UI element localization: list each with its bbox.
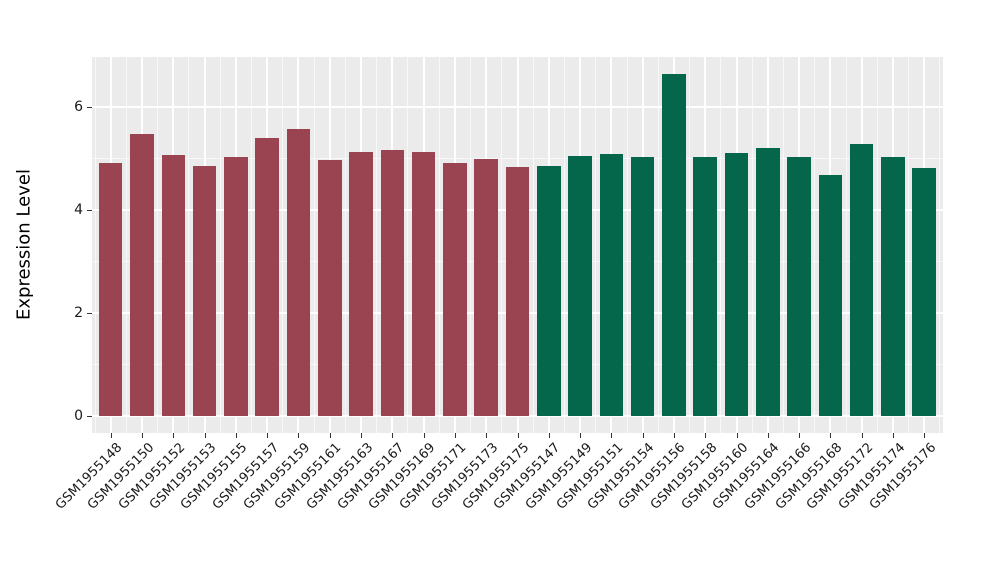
- x-axis-tick: [705, 433, 707, 438]
- minor-gridline-vertical: [876, 57, 878, 433]
- bar-GSM1955157: [255, 137, 279, 416]
- bar-GSM1955156: [662, 74, 686, 416]
- y-tick-label: 2: [74, 304, 83, 321]
- minor-gridline-vertical: [563, 57, 565, 433]
- bar-GSM1955164: [756, 147, 780, 416]
- minor-gridline-vertical: [908, 57, 910, 433]
- bar-GSM1955173: [474, 159, 498, 416]
- minor-gridline-vertical: [689, 57, 691, 433]
- x-axis-tick: [267, 433, 269, 438]
- x-axis-tick: [173, 433, 175, 438]
- minor-gridline-vertical: [157, 57, 159, 433]
- minor-gridline-vertical: [251, 57, 253, 433]
- bar-GSM1955176: [912, 168, 936, 416]
- y-axis-tick: [87, 106, 92, 108]
- minor-gridline-vertical: [814, 57, 816, 433]
- minor-gridline-vertical: [188, 57, 190, 433]
- x-axis-tick: [767, 433, 769, 438]
- bar-GSM1955155: [224, 156, 248, 416]
- minor-gridline-vertical: [782, 57, 784, 433]
- minor-gridline-vertical: [939, 57, 941, 433]
- y-tick-label: 0: [74, 407, 83, 424]
- x-axis-tick: [235, 433, 237, 438]
- x-axis-tick: [611, 433, 613, 438]
- x-axis-tick: [110, 433, 112, 438]
- minor-gridline-vertical: [125, 57, 127, 433]
- y-tick-label: 4: [74, 201, 83, 218]
- x-axis-tick: [517, 433, 519, 438]
- y-axis-title: Expression Level: [13, 169, 35, 321]
- bar-GSM1955159: [286, 129, 311, 416]
- minor-gridline-vertical: [438, 57, 440, 433]
- bar-GSM1955174: [881, 157, 905, 416]
- x-axis-tick: [580, 433, 582, 438]
- minor-gridline-vertical: [532, 57, 534, 433]
- x-axis-tick: [924, 433, 926, 438]
- x-axis-tick: [392, 433, 394, 438]
- minor-gridline-vertical: [501, 57, 503, 433]
- minor-gridline-vertical: [845, 57, 847, 433]
- x-axis-tick: [548, 433, 550, 438]
- bar-GSM1955147: [537, 165, 561, 416]
- bar-GSM1955151: [599, 154, 624, 416]
- bar-GSM1955149: [568, 155, 592, 416]
- bar-GSM1955154: [630, 157, 655, 416]
- y-axis-tick: [87, 312, 92, 314]
- bar-GSM1955161: [318, 159, 342, 416]
- bar-GSM1955160: [724, 153, 749, 416]
- x-axis-tick: [142, 433, 144, 438]
- x-axis-tick: [204, 433, 206, 438]
- minor-gridline-vertical: [470, 57, 472, 433]
- bar-GSM1955168: [818, 174, 843, 416]
- bar-GSM1955169: [411, 152, 436, 416]
- bar-GSM1955158: [693, 157, 717, 416]
- x-axis-tick: [361, 433, 363, 438]
- bar-GSM1955163: [349, 152, 373, 416]
- bar-GSM1955171: [443, 162, 467, 416]
- x-axis-tick: [799, 433, 801, 438]
- bar-GSM1955148: [99, 162, 123, 416]
- bar-GSM1955153: [192, 165, 217, 416]
- x-axis-tick: [486, 433, 488, 438]
- bar-GSM1955175: [505, 167, 530, 416]
- bar-GSM1955152: [161, 154, 186, 416]
- x-axis-tick: [298, 433, 300, 438]
- bar-GSM1955167: [380, 149, 405, 416]
- minor-gridline-vertical: [626, 57, 628, 433]
- minor-gridline-vertical: [720, 57, 722, 433]
- minor-gridline-vertical: [94, 57, 96, 433]
- x-axis-tick: [861, 433, 863, 438]
- minor-gridline-vertical: [313, 57, 315, 433]
- minor-gridline-vertical: [595, 57, 597, 433]
- bar-GSM1955166: [787, 157, 811, 416]
- minor-gridline-vertical: [219, 57, 221, 433]
- minor-gridline-vertical: [376, 57, 378, 433]
- x-axis-tick: [830, 433, 832, 438]
- minor-gridline-vertical: [751, 57, 753, 433]
- minor-gridline-vertical: [657, 57, 659, 433]
- y-axis-tick: [87, 209, 92, 211]
- bar-GSM1955150: [130, 134, 154, 416]
- minor-gridline-vertical: [282, 57, 284, 433]
- y-axis-tick: [87, 415, 92, 417]
- x-axis-tick: [329, 433, 331, 438]
- y-tick-label: 6: [74, 98, 83, 115]
- x-axis-tick: [673, 433, 675, 438]
- x-axis-tick: [892, 433, 894, 438]
- x-axis-tick: [423, 433, 425, 438]
- x-axis-tick: [454, 433, 456, 438]
- minor-gridline-vertical: [407, 57, 409, 433]
- minor-gridline-vertical: [344, 57, 346, 433]
- x-axis-tick: [642, 433, 644, 438]
- bar-GSM1955172: [849, 143, 874, 416]
- x-axis-tick: [736, 433, 738, 438]
- plot-panel: [92, 57, 943, 433]
